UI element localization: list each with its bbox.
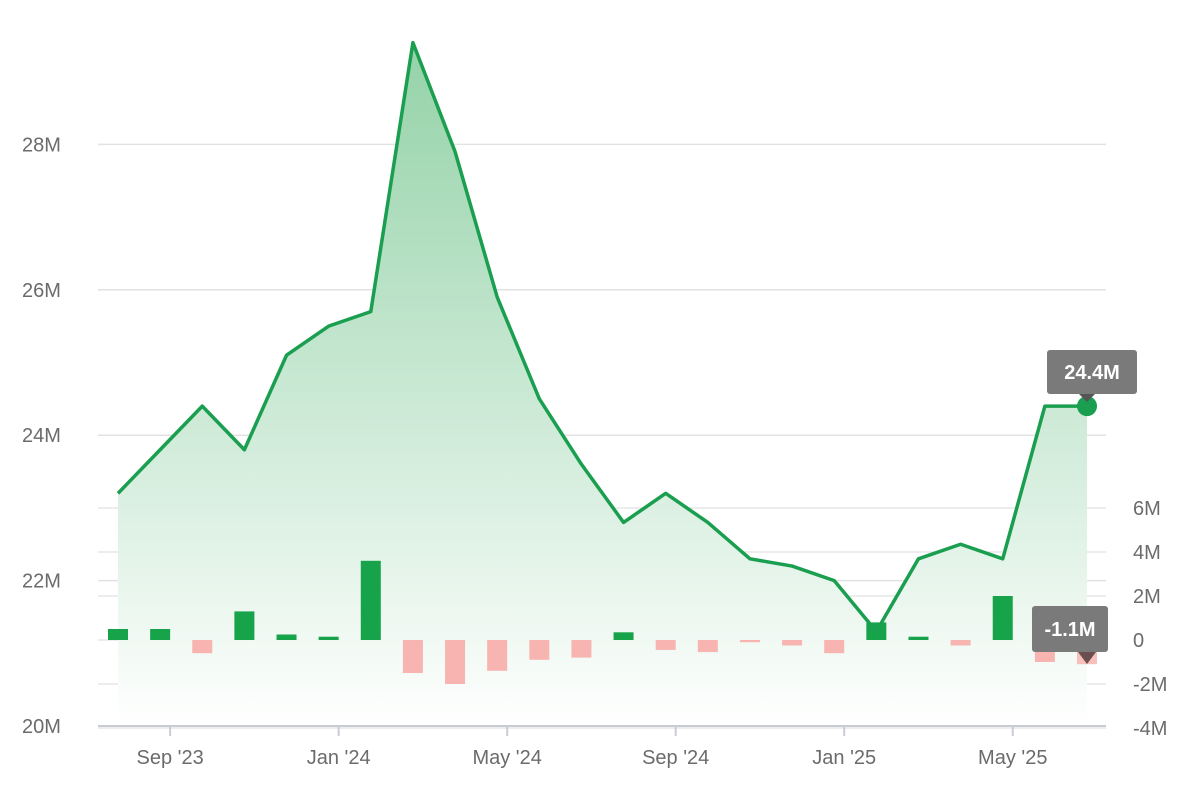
y-tick-label-left: 26M — [22, 280, 61, 302]
y-tick-label-left: 28M — [22, 134, 61, 156]
callout-pointer — [1079, 394, 1095, 402]
area-fill — [118, 42, 1087, 727]
y-tick-label-left: 22M — [22, 571, 61, 593]
x-tick-label: May '25 — [978, 747, 1047, 769]
bar — [192, 640, 213, 654]
area-layer — [118, 42, 1087, 727]
y-tick-label-right: 4M — [1133, 542, 1161, 564]
bar — [150, 629, 171, 640]
bar-value-callout — [1032, 606, 1108, 652]
y-tick-label-right: 2M — [1133, 586, 1161, 608]
bar — [402, 640, 423, 673]
bar — [950, 640, 971, 646]
bar — [276, 634, 297, 640]
axis-layer: 20M 22M 24M 26M 28M -4M -2M 0 2M 4M 6M Sep '23 Jan '… — [22, 134, 1167, 769]
x-tick-label: Sep '24 — [642, 747, 709, 769]
bar — [824, 640, 845, 654]
line-value-label: 24.4M — [1064, 362, 1120, 384]
bar — [655, 640, 676, 650]
x-tick-label: Sep '23 — [137, 747, 204, 769]
bar — [908, 636, 929, 640]
bar — [487, 640, 508, 671]
bar — [697, 640, 718, 653]
bar — [739, 640, 760, 643]
x-tick-label: Jan '24 — [307, 747, 371, 769]
y-tick-label-right: -2M — [1133, 674, 1167, 696]
bar — [613, 632, 634, 640]
line-layer — [116, 40, 1097, 634]
bar-value-label: -1.1M — [1044, 619, 1095, 641]
y-tick-label-right: 0 — [1133, 630, 1144, 652]
y-tick-label-right: -4M — [1133, 718, 1167, 740]
bar — [992, 596, 1013, 640]
y-tick-label-left: 24M — [22, 425, 61, 447]
line-end-marker — [1077, 396, 1097, 417]
bar — [782, 640, 803, 646]
bar-layer — [108, 560, 1097, 684]
series-line — [116, 40, 1087, 634]
line-value-callout — [1047, 350, 1137, 394]
bar — [445, 640, 466, 684]
callout-layer: 24.4M -1.1M — [1032, 350, 1137, 664]
bar — [360, 560, 381, 640]
bar — [108, 629, 128, 640]
y-tick-label-left: 20M — [22, 716, 61, 738]
bar — [234, 611, 255, 640]
bar — [318, 636, 339, 640]
bar — [529, 640, 550, 660]
x-tick-label: May '24 — [472, 747, 541, 769]
x-tick-label: Jan '25 — [812, 747, 876, 769]
bar-callout-pointer — [1078, 652, 1096, 664]
y-tick-label-right: 6M — [1133, 498, 1161, 520]
bar — [571, 640, 592, 658]
